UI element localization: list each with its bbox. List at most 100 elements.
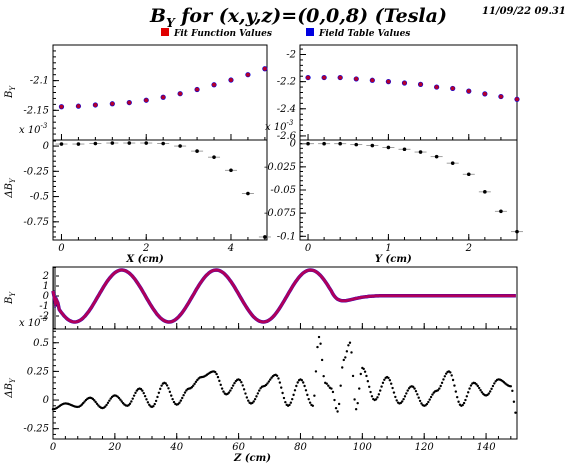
residual-point-dbz bbox=[337, 402, 341, 406]
residual-point-dbz bbox=[376, 396, 379, 399]
plot-frame-dbz bbox=[52, 328, 518, 440]
residual-point-dbz bbox=[267, 380, 271, 383]
x-tick-label-dbx: 2 bbox=[142, 243, 149, 254]
residual-point-dby bbox=[370, 143, 375, 148]
x-tick-label-dbz: 100 bbox=[353, 442, 373, 453]
residual-point-dbz bbox=[153, 402, 156, 406]
fit-point-bx bbox=[178, 91, 183, 96]
residual-point-dbz bbox=[439, 384, 442, 388]
fit-point-bx bbox=[76, 104, 81, 109]
residual-point-dbz bbox=[270, 376, 273, 379]
residual-point-dbz bbox=[380, 385, 383, 388]
residual-point-dbz bbox=[94, 400, 97, 404]
fit-point-by bbox=[354, 76, 359, 81]
residual-point-dbz bbox=[350, 351, 353, 354]
residual-point-dbz bbox=[145, 398, 148, 401]
residual-point-dbz bbox=[347, 344, 350, 347]
residual-point-dbz bbox=[413, 387, 416, 390]
residual-point-dby bbox=[483, 190, 487, 194]
residual-point-dbz bbox=[368, 385, 371, 388]
residual-point-dbz bbox=[362, 367, 365, 371]
residual-point-dbz bbox=[95, 402, 99, 406]
residual-point-dbz bbox=[487, 392, 491, 395]
title-main: B bbox=[149, 5, 166, 27]
residual-point-dbz bbox=[258, 389, 261, 392]
residual-point-dbz bbox=[314, 370, 318, 373]
plot-frame-dbx bbox=[52, 139, 268, 241]
x-tick-label-dbz: 120 bbox=[415, 442, 435, 453]
y-tick-label-by: -2.4 bbox=[277, 104, 296, 115]
residual-point-dbz bbox=[193, 382, 196, 386]
residual-point-dbz bbox=[365, 374, 368, 378]
residual-point-dbx bbox=[110, 141, 115, 145]
x-tick-label-dbz: 140 bbox=[477, 442, 497, 453]
y-tick-label-dby: 0 bbox=[290, 139, 297, 150]
residual-point-dbz bbox=[93, 399, 96, 402]
residual-point-dbz bbox=[391, 386, 394, 390]
residual-point-dbz bbox=[469, 384, 473, 387]
residual-point-dbz bbox=[303, 384, 306, 388]
residual-point-dby bbox=[386, 145, 391, 150]
residual-point-dby bbox=[450, 161, 455, 165]
residual-point-dbz bbox=[342, 358, 345, 362]
residual-point-dbz bbox=[464, 398, 467, 402]
residual-point-dbz bbox=[288, 403, 291, 407]
x-tick-label-dbz: 60 bbox=[232, 442, 245, 453]
residual-point-dbz bbox=[353, 398, 356, 401]
residual-point-dbz bbox=[406, 389, 409, 392]
fit-point-bx bbox=[245, 72, 250, 77]
fit-point-by bbox=[515, 97, 519, 102]
residual-point-dbz bbox=[146, 401, 150, 404]
y-tick-label-dbx: -0.25 bbox=[23, 166, 49, 177]
residual-point-dbz bbox=[178, 401, 181, 404]
y-tick-label-bz: -1 bbox=[39, 301, 49, 312]
residual-point-dbz bbox=[277, 377, 280, 380]
residual-point-dbz bbox=[453, 384, 456, 387]
residual-point-dbz bbox=[233, 381, 236, 385]
fit-point-by bbox=[322, 75, 327, 80]
fit-curve-bz bbox=[51, 268, 516, 324]
residual-point-dbz bbox=[196, 378, 199, 382]
residual-point-dby bbox=[515, 229, 519, 234]
residual-point-dbz bbox=[311, 404, 315, 407]
residual-point-dbz bbox=[449, 371, 452, 374]
residual-point-dbz bbox=[377, 393, 381, 396]
fit-point-bx bbox=[161, 95, 166, 100]
plot-frame-bx bbox=[52, 44, 268, 141]
residual-point-dbz bbox=[450, 374, 453, 377]
residual-point-dbz bbox=[461, 403, 464, 407]
residual-point-dbz bbox=[381, 381, 385, 385]
residual-point-dbz bbox=[264, 383, 268, 387]
y-tick-label-dbx: -0.75 bbox=[23, 217, 49, 228]
residual-point-dbz bbox=[427, 400, 430, 404]
residual-point-dbz bbox=[266, 382, 269, 385]
residual-point-dbz bbox=[104, 405, 107, 408]
residual-point-dbz bbox=[281, 391, 284, 395]
residual-point-dbz bbox=[345, 350, 349, 353]
y-axis-label-dbx: ΔBY bbox=[4, 177, 17, 199]
residual-point-dby bbox=[338, 141, 342, 146]
residual-point-dbz bbox=[117, 396, 121, 400]
residual-point-dbz bbox=[141, 389, 144, 392]
y-tick-label-dby: -0.1 bbox=[277, 231, 296, 242]
residual-point-dbz bbox=[379, 389, 382, 392]
fit-point-by bbox=[482, 91, 487, 96]
fit-point-bx bbox=[195, 87, 200, 92]
residual-point-dbz bbox=[300, 379, 304, 382]
y-tick-label-dbx: 0 bbox=[43, 141, 50, 152]
y-tick-label-by: -2.2 bbox=[277, 77, 296, 88]
residual-point-dbz bbox=[316, 345, 319, 349]
residual-point-dbz bbox=[253, 397, 257, 401]
residual-point-dbx bbox=[178, 144, 182, 148]
residual-point-dbz bbox=[134, 391, 137, 395]
residual-point-dbz bbox=[220, 387, 224, 390]
residual-point-dbz bbox=[165, 384, 169, 387]
x-tick-label-dby: 1 bbox=[385, 243, 391, 254]
residual-point-dbz bbox=[192, 384, 195, 387]
y-tick-label-dbz: 0 bbox=[43, 395, 50, 406]
residual-point-dbz bbox=[252, 400, 255, 403]
residual-point-dby bbox=[434, 154, 439, 159]
legend-swatch-fit bbox=[161, 28, 169, 36]
residual-point-dbz bbox=[308, 401, 312, 404]
y-tick-label-bz: 1 bbox=[43, 281, 49, 292]
